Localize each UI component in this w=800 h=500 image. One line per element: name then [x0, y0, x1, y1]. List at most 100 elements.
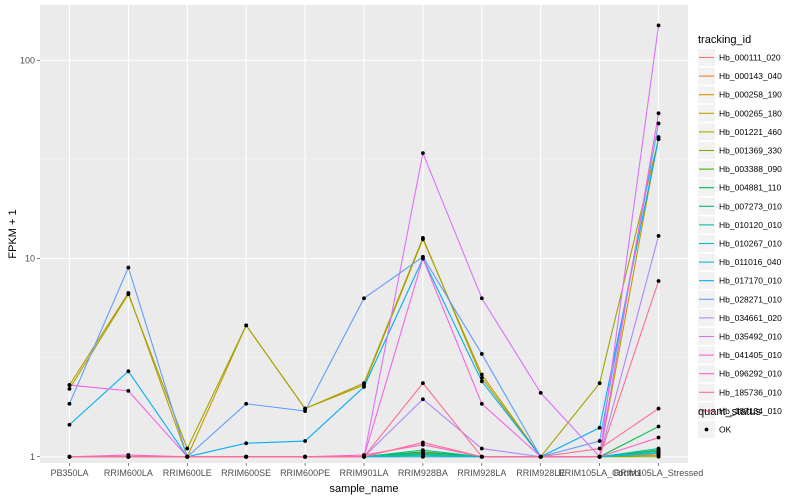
legend-item-label: Hb_035492_010	[719, 332, 782, 342]
data-point-Hb_187134_010	[656, 406, 661, 411]
data-point-Hb_187134_010	[185, 454, 190, 459]
x-axis-title: sample_name	[329, 483, 398, 495]
data-point-Hb_004881_110	[656, 424, 661, 429]
data-point-Hb_035492_010	[421, 151, 425, 156]
legend-title: tracking_id	[698, 34, 751, 46]
legend-items: Hb_000111_020 Hb_000143_040 Hb_000258_190 H…	[698, 49, 782, 420]
x-tick-label: PB350LA	[50, 468, 88, 478]
data-point-Hb_028271_010	[244, 401, 249, 406]
data-point-Hb_185736_010	[597, 454, 602, 459]
data-point-Hb_001221_460	[421, 236, 425, 240]
data-point-Hb_187134_010	[244, 454, 249, 459]
legend-item-label: Hb_001221_460	[719, 127, 782, 137]
legend-item-label: Hb_003388_090	[719, 164, 782, 174]
legend-item-label: Hb_004881_110	[719, 183, 782, 193]
legend-item-label: Hb_010267_010	[719, 239, 782, 249]
data-point-Hb_187134_010	[67, 454, 72, 459]
data-point-Hb_187134_010	[126, 454, 131, 459]
point-legend-label: OK	[719, 425, 732, 435]
data-point-Hb_041405_010	[67, 383, 72, 387]
data-point-Hb_185736_010	[656, 279, 661, 283]
legend-item-label: Hb_185736_010	[719, 387, 782, 397]
data-point-Hb_028271_010	[656, 121, 661, 126]
data-point-Hb_041405_010	[656, 111, 661, 116]
data-point-Hb_041405_010	[126, 388, 131, 393]
y-axis: 1 10 100	[20, 55, 40, 462]
data-point-Hb_001221_460	[67, 386, 72, 391]
legend-item-label: Hb_000111_020	[719, 53, 781, 63]
data-point-Hb_001221_460	[597, 381, 602, 386]
data-point-Hb_001221_460	[362, 381, 366, 386]
data-point-Hb_010120_010	[656, 446, 661, 451]
data-point-Hb_017170_010	[597, 425, 602, 430]
data-point-Hb_034661_020	[421, 397, 425, 402]
data-point-Hb_096292_010	[656, 435, 661, 440]
data-point-Hb_034661_020	[479, 446, 484, 451]
x-tick-label: RRIM600SE	[221, 468, 271, 478]
data-point-Hb_187134_010	[479, 454, 484, 459]
data-point-Hb_011016_040	[656, 451, 661, 456]
legend: tracking_id Hb_000111_020Hb_000143_040Hb…	[698, 34, 782, 420]
data-point-Hb_035492_010	[538, 390, 543, 395]
data-point-Hb_017170_010	[656, 137, 661, 142]
x-tick-label: RRIM105LA_Stressed	[614, 468, 704, 478]
data-point-Hb_041405_010	[421, 256, 425, 261]
data-point-Hb_185736_010	[421, 440, 425, 445]
y-tick-label: 100	[20, 55, 35, 65]
data-point-Hb_028271_010	[126, 265, 131, 270]
data-point-Hb_000265_180	[479, 372, 484, 377]
data-point-Hb_028271_010	[303, 409, 307, 413]
x-tick-label: RRIM600LA	[104, 468, 153, 478]
x-tick-label: RRIM105LA_Control	[558, 468, 641, 478]
data-point-Hb_017170_010	[479, 379, 484, 384]
y-axis-title: FPKM + 1	[7, 209, 19, 258]
legend-item-label: Hb_001369_330	[719, 146, 782, 156]
data-point-Hb_187134_010	[421, 381, 425, 386]
data-point-Hb_028271_010	[67, 401, 72, 406]
legend-item-label: Hb_028271_010	[719, 294, 782, 304]
point-legend-title: quant_status	[698, 406, 761, 418]
data-point-Hb_007273_010	[421, 448, 425, 453]
data-point-Hb_041405_010	[479, 401, 484, 406]
legend-item-label: Hb_017170_010	[719, 276, 782, 286]
legend-item-label: Hb_007273_010	[719, 201, 782, 211]
x-axis: PB350LA RRIM600LA RRIM600LE RRIM600SE RRIM60…	[50, 463, 703, 478]
data-point-Hb_187134_010	[303, 454, 307, 459]
y-tick-label: 10	[25, 254, 35, 264]
legend-item-label: Hb_000258_190	[719, 90, 782, 100]
data-point-Hb_187134_010	[362, 454, 366, 459]
data-point-Hb_001221_460	[185, 446, 190, 451]
data-point-Hb_028271_010	[479, 352, 484, 356]
legend-item-label: Hb_000143_040	[719, 71, 782, 81]
data-point-Hb_001221_460	[479, 375, 484, 380]
data-point-Hb_001221_460	[244, 323, 249, 328]
y-tick-label: 1	[30, 452, 35, 462]
data-point-Hb_017170_010	[362, 385, 366, 389]
legend-item-label: Hb_187134_010	[719, 406, 782, 416]
legend-item-label: Hb_000265_180	[719, 108, 782, 118]
data-point-Hb_017170_010	[244, 441, 249, 446]
data-point-Hb_187134_010	[597, 446, 602, 451]
data-point-Hb_028271_010	[597, 439, 602, 443]
data-point-Hb_187134_010	[538, 454, 543, 459]
series-points	[67, 23, 661, 459]
point-legend-marker	[704, 427, 709, 432]
legend-item-label: Hb_096292_010	[719, 369, 782, 379]
data-point-Hb_034661_020	[656, 234, 661, 238]
data-point-Hb_001221_460	[126, 292, 131, 297]
legend-item-label: Hb_041405_010	[719, 350, 782, 360]
data-point-Hb_017170_010	[67, 422, 72, 427]
x-tick-label: RRIM928LA	[457, 468, 506, 478]
data-point-Hb_011016_040	[421, 454, 425, 459]
x-tick-label: RRIM600LE	[163, 468, 212, 478]
x-tick-label: RRIM928BA	[398, 468, 448, 478]
data-point-Hb_017170_010	[303, 439, 307, 443]
legend-item-label: Hb_034661_020	[719, 313, 782, 323]
data-point-Hb_035492_010	[479, 296, 484, 301]
point-legend: quant_status OK	[698, 406, 761, 438]
x-tick-label: RRIM901LA	[339, 468, 388, 478]
data-point-Hb_017170_010	[126, 369, 131, 374]
data-point-Hb_001369_330	[656, 454, 661, 459]
x-tick-label: RRIM928LE	[516, 468, 565, 478]
